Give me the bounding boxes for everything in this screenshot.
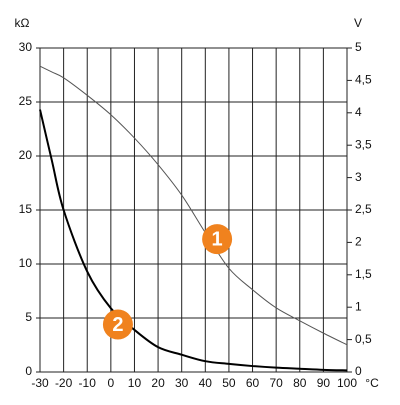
line (39, 109, 348, 372)
x-tick-label: -30 (31, 376, 49, 390)
y2-tick-label: 5 (355, 40, 362, 54)
y2-tick-label: 1 (355, 299, 362, 313)
y-axis-label: kΩ (15, 16, 30, 30)
series-name: 2 (112, 314, 123, 336)
y2-tick-label: 3 (355, 170, 362, 184)
line (39, 65, 348, 346)
y2-axis-label: V (354, 16, 362, 30)
y-tick-label: 30 (19, 40, 33, 54)
series-marker (202, 224, 233, 255)
x-tick-label: 90 (317, 376, 331, 390)
x-tick-label: 80 (293, 376, 307, 390)
y2-tick-label: 0,5 (355, 332, 372, 346)
x-tick-label: -20 (55, 376, 73, 390)
x-tick-label: 0 (108, 376, 115, 390)
y-tick-label: 0 (25, 364, 32, 378)
plot-frame (39, 47, 348, 373)
y-tick-label: 5 (25, 310, 32, 324)
y2-tick-label: 1,5 (355, 267, 372, 281)
x-tick-label: 10 (128, 376, 142, 390)
x-tick-label: 30 (175, 376, 189, 390)
y2-tick-label: 2 (355, 235, 362, 249)
x-tick-label: 70 (269, 376, 283, 390)
x-tick-label: 50 (222, 376, 236, 390)
x-tick-label: -10 (79, 376, 97, 390)
y-tick-label: 20 (19, 148, 33, 162)
y2-tick-label: 4 (355, 105, 362, 119)
y2-tick-label: 4,5 (355, 73, 372, 87)
y-tick-label: 15 (19, 202, 33, 216)
x-axis-label: °C (365, 376, 379, 390)
series-name: 1 (212, 228, 223, 250)
y-tick-label: 10 (19, 256, 33, 270)
y2-tick-label: 2,5 (355, 202, 372, 216)
x-tick-label: 100 (337, 376, 357, 390)
x-tick-label: 40 (199, 376, 213, 390)
x-tick-label: 20 (151, 376, 165, 390)
y2-tick-label: 0 (355, 364, 362, 378)
y-tick-label: 25 (19, 94, 33, 108)
x-tick-label: 60 (246, 376, 260, 390)
series-marker (102, 309, 133, 340)
y2-tick-label: 3,5 (355, 137, 372, 151)
